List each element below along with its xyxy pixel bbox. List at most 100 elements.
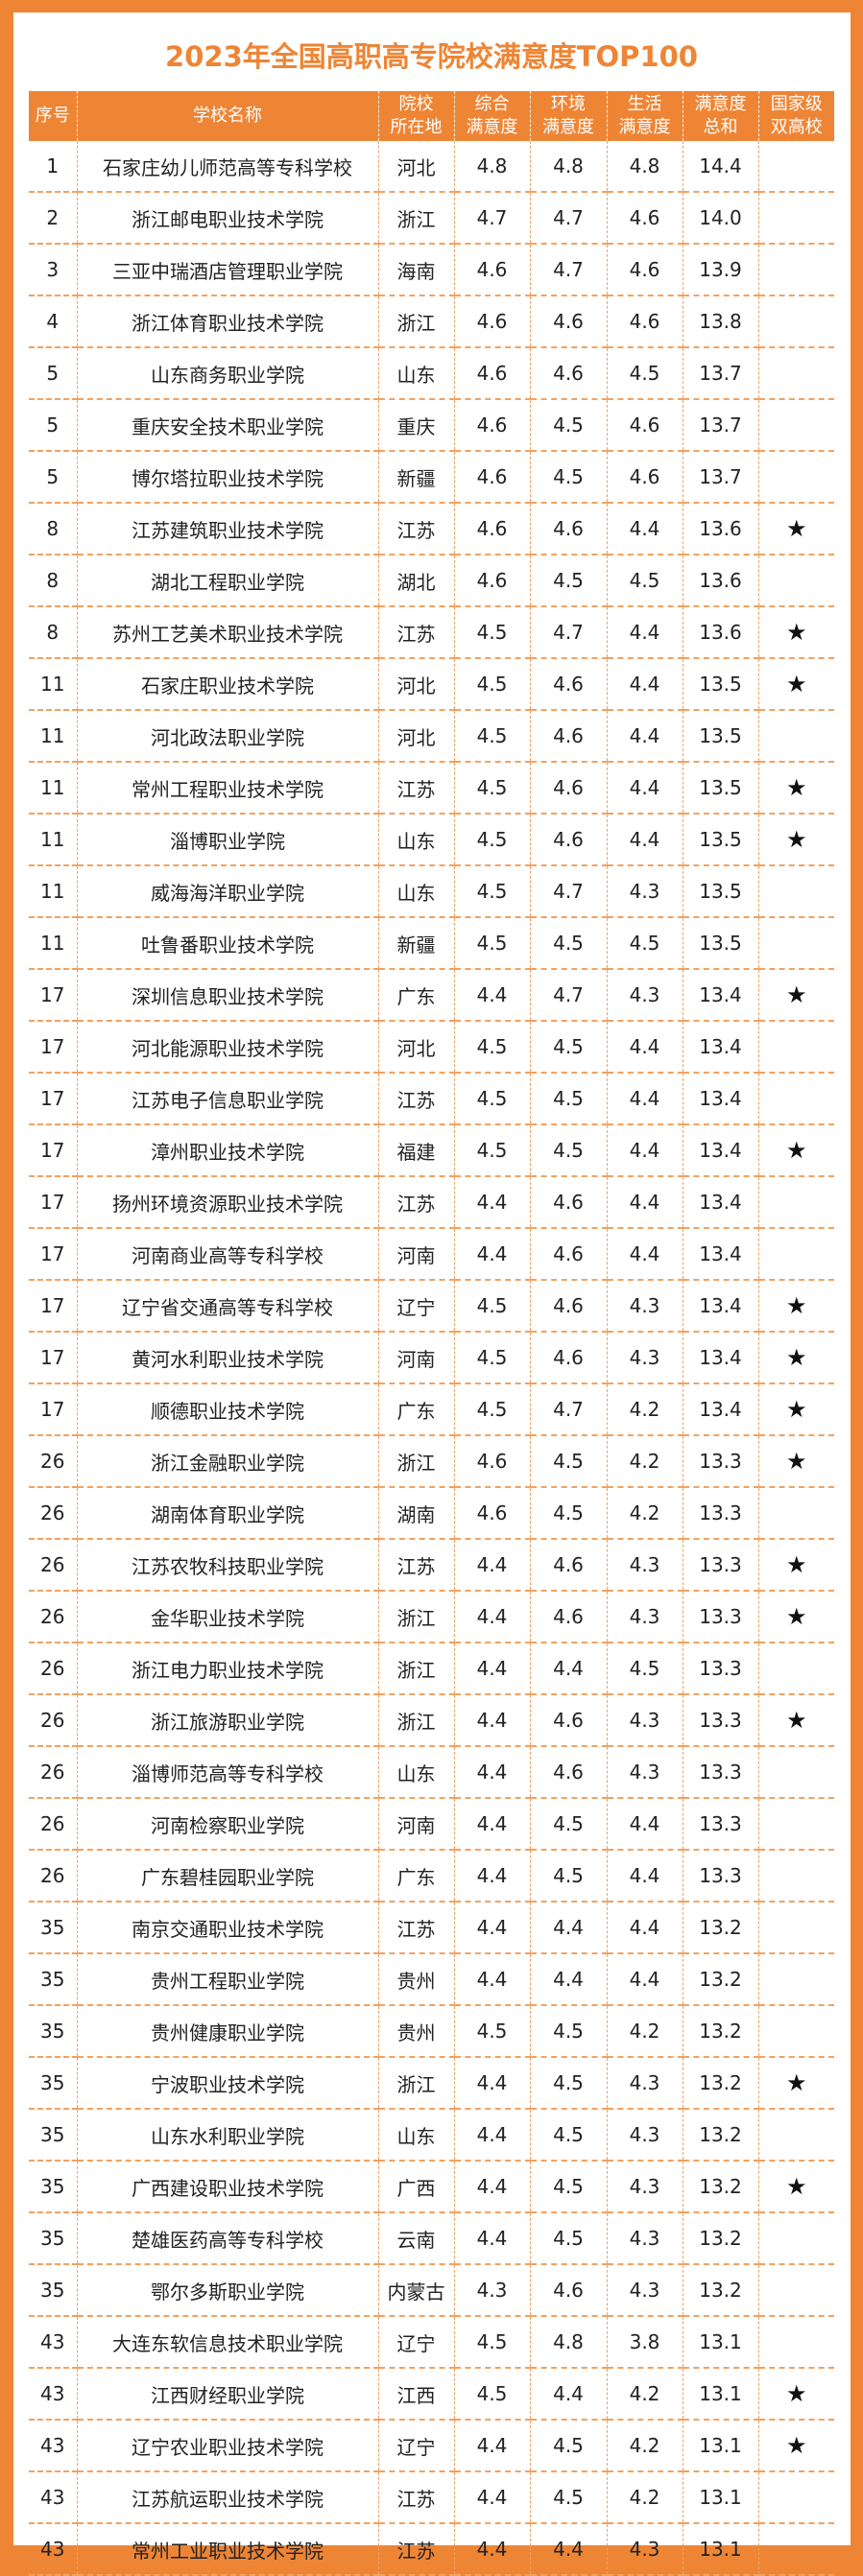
environment-score-cell: 4.5 xyxy=(529,2420,607,2472)
rank-cell: 17 xyxy=(29,969,77,1022)
rank-cell: 35 xyxy=(29,2005,77,2058)
dual-high-cell xyxy=(757,1902,834,1954)
table-row: 26 浙江电力职业技术学院 浙江 4.4 4.4 4.5 13.3 xyxy=(29,1642,834,1695)
star-icon: ★ xyxy=(757,503,834,555)
school-name-cell: 淄博师范高等专科学校 xyxy=(76,1746,378,1799)
rank-cell: 26 xyxy=(29,1850,77,1902)
rank-cell: 26 xyxy=(29,1746,77,1799)
rank-cell: 8 xyxy=(29,606,77,659)
life-score-cell: 4.3 xyxy=(606,2161,683,2213)
province-cell: 辽宁 xyxy=(377,2316,454,2369)
rank-cell: 26 xyxy=(29,1487,77,1540)
school-name-cell: 山东水利职业学院 xyxy=(76,2109,378,2162)
environment-score-cell: 4.7 xyxy=(529,1383,607,1436)
life-score-cell: 4.4 xyxy=(606,762,683,815)
life-score-cell: 4.6 xyxy=(606,192,683,245)
rank-cell: 17 xyxy=(29,1176,77,1229)
table-header-row: 序号 学校名称 院校 所在地 综合 满意度 环境 满意度 生活 满意度 满意度 总和 国家… xyxy=(29,91,834,141)
total-score-cell: 13.3 xyxy=(682,1694,758,1747)
table-row: 17 黄河水利职业技术学院 河南 4.5 4.6 4.3 13.4 ★ xyxy=(29,1332,834,1384)
star-icon: ★ xyxy=(757,1435,834,1488)
school-name-cell: 浙江电力职业技术学院 xyxy=(76,1642,378,1695)
table-row: 11 石家庄职业技术学院 河北 4.5 4.6 4.4 13.5 ★ xyxy=(29,658,834,711)
province-cell: 广东 xyxy=(377,1850,454,1902)
rank-cell: 26 xyxy=(29,1539,77,1592)
life-score-cell: 4.3 xyxy=(606,2264,683,2317)
overall-score-cell: 4.4 xyxy=(453,1228,530,1281)
total-score-cell: 13.4 xyxy=(682,1176,758,1229)
dual-high-cell xyxy=(757,399,834,452)
overall-score-cell: 4.6 xyxy=(453,347,530,400)
star-icon: ★ xyxy=(757,1383,834,1436)
school-name-cell: 深圳信息职业技术学院 xyxy=(76,969,378,1022)
environment-score-cell: 4.5 xyxy=(529,1435,607,1488)
overall-score-cell: 4.6 xyxy=(453,451,530,504)
overall-score-cell: 4.4 xyxy=(453,2471,530,2524)
dual-high-cell xyxy=(757,2316,834,2369)
total-score-cell: 13.5 xyxy=(682,917,758,970)
life-score-cell: 4.3 xyxy=(606,1539,683,1592)
table-row: 17 深圳信息职业技术学院 广东 4.4 4.7 4.3 13.4 ★ xyxy=(29,969,834,1022)
table-row: 11 吐鲁番职业技术学院 新疆 4.5 4.5 4.5 13.5 xyxy=(29,917,834,970)
province-cell: 云南 xyxy=(377,2212,454,2265)
star-icon: ★ xyxy=(757,1332,834,1384)
school-name-cell: 浙江旅游职业学院 xyxy=(76,1694,378,1747)
school-name-cell: 威海海洋职业学院 xyxy=(76,865,378,918)
header-total: 满意度 总和 xyxy=(682,91,758,141)
school-name-cell: 石家庄职业技术学院 xyxy=(76,658,378,711)
rank-cell: 1 xyxy=(29,141,77,193)
header-environment: 环境 满意度 xyxy=(529,91,607,141)
star-icon: ★ xyxy=(757,1591,834,1643)
dual-high-cell xyxy=(757,347,834,400)
rank-cell: 5 xyxy=(29,347,77,400)
life-score-cell: 4.4 xyxy=(606,1850,683,1902)
overall-score-cell: 4.6 xyxy=(453,1487,530,1540)
environment-score-cell: 4.4 xyxy=(529,2523,607,2576)
table-row: 26 浙江旅游职业学院 浙江 4.4 4.6 4.3 13.3 ★ xyxy=(29,1694,834,1747)
overall-score-cell: 4.4 xyxy=(453,969,530,1022)
total-score-cell: 13.9 xyxy=(682,244,758,296)
province-cell: 浙江 xyxy=(377,2057,454,2110)
life-score-cell: 4.6 xyxy=(606,295,683,348)
overall-score-cell: 4.4 xyxy=(453,2109,530,2162)
environment-score-cell: 4.4 xyxy=(529,2368,607,2421)
overall-score-cell: 4.4 xyxy=(453,2420,530,2472)
total-score-cell: 13.4 xyxy=(682,1383,758,1436)
dual-high-cell xyxy=(757,865,834,918)
environment-score-cell: 4.5 xyxy=(529,399,607,452)
dual-high-cell xyxy=(757,2212,834,2265)
total-score-cell: 13.1 xyxy=(682,2471,758,2524)
table-row: 43 常州工业职业技术学院 江苏 4.4 4.4 4.3 13.1 xyxy=(29,2523,834,2576)
overall-score-cell: 4.4 xyxy=(453,1694,530,1747)
total-score-cell: 13.2 xyxy=(682,2264,758,2317)
rank-cell: 17 xyxy=(29,1021,77,1074)
environment-score-cell: 4.5 xyxy=(529,1850,607,1902)
star-icon: ★ xyxy=(757,814,834,866)
life-score-cell: 3.8 xyxy=(606,2316,683,2369)
star-icon: ★ xyxy=(757,2161,834,2213)
rank-cell: 17 xyxy=(29,1228,77,1281)
rank-cell: 5 xyxy=(29,399,77,452)
total-score-cell: 13.3 xyxy=(682,1642,758,1695)
rank-cell: 43 xyxy=(29,2316,77,2369)
table-row: 8 湖北工程职业学院 湖北 4.6 4.5 4.5 13.6 xyxy=(29,555,834,607)
environment-score-cell: 4.6 xyxy=(529,347,607,400)
life-score-cell: 4.2 xyxy=(606,1383,683,1436)
table-row: 35 楚雄医药高等专科学校 云南 4.4 4.5 4.3 13.2 xyxy=(29,2212,834,2265)
environment-score-cell: 4.6 xyxy=(529,1746,607,1799)
environment-score-cell: 4.5 xyxy=(529,2471,607,2524)
school-name-cell: 常州工业职业技术学院 xyxy=(76,2523,378,2576)
dual-high-cell xyxy=(757,244,834,296)
dual-high-cell xyxy=(757,1073,834,1125)
life-score-cell: 4.4 xyxy=(606,1798,683,1851)
school-name-cell: 江苏电子信息职业学院 xyxy=(76,1073,378,1125)
life-score-cell: 4.5 xyxy=(606,1642,683,1695)
school-name-cell: 辽宁省交通高等专科学校 xyxy=(76,1280,378,1333)
life-score-cell: 4.6 xyxy=(606,451,683,504)
school-name-cell: 浙江体育职业技术学院 xyxy=(76,295,378,348)
overall-score-cell: 4.5 xyxy=(453,658,530,711)
province-cell: 河北 xyxy=(377,141,454,193)
dual-high-cell xyxy=(757,1642,834,1695)
rank-cell: 11 xyxy=(29,917,77,970)
environment-score-cell: 4.7 xyxy=(529,865,607,918)
